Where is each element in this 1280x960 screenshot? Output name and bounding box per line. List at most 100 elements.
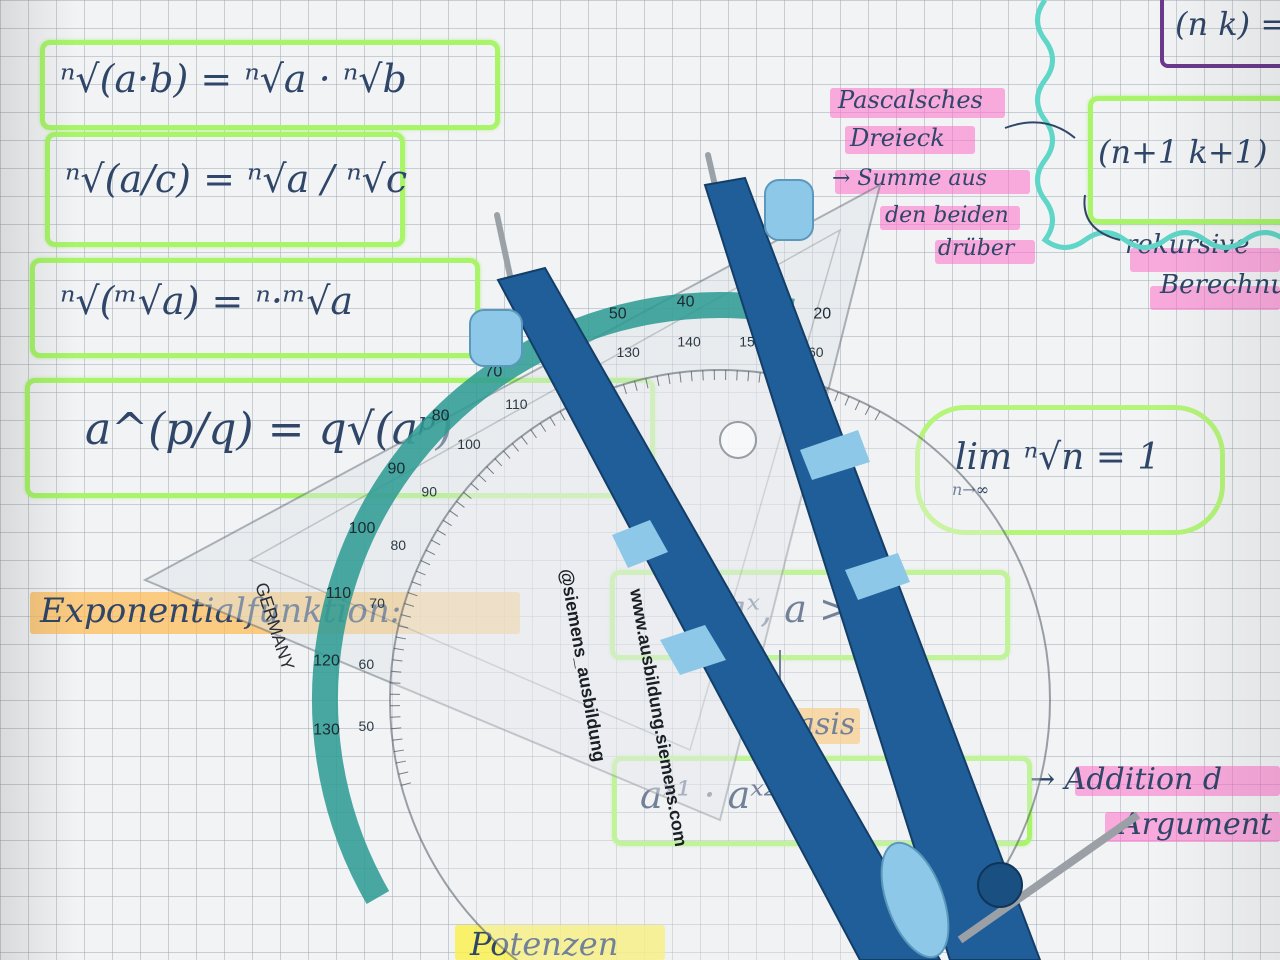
protractor-tick bbox=[407, 592, 418, 597]
binom-recursive: (n+1 k+1) = (n k bbox=[1098, 133, 1280, 171]
pascal-line-3: → Summe aus bbox=[832, 166, 987, 191]
argument-note: Argument bbox=[1120, 807, 1273, 842]
angle-label-outer: 50 bbox=[609, 305, 627, 322]
protractor-tick bbox=[864, 405, 871, 416]
limit-formula: lim ⁿ√n = 1 bbox=[955, 437, 1161, 478]
protractor-tick bbox=[486, 466, 495, 475]
angle-label-outer: 120 bbox=[313, 653, 340, 670]
exp-box bbox=[610, 570, 1010, 660]
binom-recursive-box bbox=[1088, 96, 1280, 224]
protractor-tick bbox=[431, 539, 441, 546]
protractor-tick bbox=[401, 782, 412, 786]
formula-box-4 bbox=[25, 378, 655, 498]
compass-needle-left bbox=[494, 212, 515, 288]
protractor-tick bbox=[411, 581, 422, 586]
protractor-tick bbox=[634, 381, 638, 392]
formula-2: ⁿ√(a/c) = ⁿ√a / ⁿ√c bbox=[65, 157, 408, 201]
formula-3: ⁿ√(ᵐ√a) = ⁿ·ᵐ√a bbox=[60, 279, 354, 323]
protractor-tick bbox=[391, 727, 402, 730]
protractor-tick bbox=[539, 422, 547, 432]
protractor-tick bbox=[391, 670, 402, 673]
addition-formula: aˣ¹ · aˣ² bbox=[640, 776, 779, 814]
rekursive-highlight-2 bbox=[1150, 286, 1280, 310]
protractor-tick bbox=[854, 400, 860, 411]
limit-subscript: n→∞ bbox=[952, 482, 989, 498]
angle-label-outer: 100 bbox=[349, 520, 376, 537]
pascal-highlight-3 bbox=[835, 170, 1030, 194]
protractor-center-hole bbox=[719, 421, 757, 459]
protractor-tick bbox=[395, 636, 406, 640]
angle-label-outer: 20 bbox=[813, 305, 831, 322]
protractor-tick bbox=[747, 371, 750, 382]
protractor-tick bbox=[456, 501, 465, 508]
angle-label-outer: 40 bbox=[677, 294, 695, 311]
angle-label-outer: 130 bbox=[313, 721, 340, 738]
protractor-tick bbox=[398, 625, 409, 629]
protractor-tick bbox=[623, 384, 627, 395]
angle-label-inner: 130 bbox=[616, 344, 640, 360]
protractor-tick bbox=[420, 560, 431, 566]
protractor-tick bbox=[449, 510, 459, 517]
angle-label-outer: 90 bbox=[388, 460, 406, 477]
teal-wave-line bbox=[1035, 0, 1280, 250]
protractor-tick bbox=[511, 443, 520, 452]
angle-label-inner: 100 bbox=[457, 436, 481, 452]
protractor-tick bbox=[758, 372, 761, 383]
protractor-tick bbox=[702, 370, 704, 381]
angle-label-outer: 80 bbox=[432, 408, 450, 425]
protractor-tick bbox=[442, 519, 452, 527]
angle-label-inner: 110 bbox=[505, 396, 528, 412]
protractor-tick bbox=[844, 396, 850, 406]
protractor-tick bbox=[436, 529, 446, 536]
pascal-line-5: drüber bbox=[938, 236, 1015, 261]
addition-highlight bbox=[1075, 766, 1280, 796]
protractor-tick bbox=[521, 436, 528, 445]
protractor-tick bbox=[401, 614, 412, 618]
protractor-tick bbox=[398, 771, 409, 775]
protractor-tick bbox=[559, 411, 566, 421]
angle-label-inner: 90 bbox=[421, 483, 437, 499]
protractor-outer-ring bbox=[312, 292, 1128, 960]
protractor-tick bbox=[494, 458, 503, 467]
protractor-tick bbox=[470, 483, 479, 491]
compass-hinge bbox=[977, 862, 1023, 908]
angle-label-inner: 50 bbox=[359, 718, 375, 734]
protractor-tick bbox=[416, 570, 426, 576]
pascal-highlight-2 bbox=[845, 126, 975, 154]
compass-knob-left bbox=[469, 309, 523, 367]
bottom-highlight bbox=[455, 925, 665, 960]
arrow-rekursive bbox=[1083, 194, 1121, 241]
pascal-line-2: Dreieck bbox=[850, 124, 945, 152]
pascal-highlight-5 bbox=[935, 240, 1035, 264]
protractor-tick bbox=[478, 474, 487, 483]
protractor-tick bbox=[390, 716, 401, 718]
protractor-tick bbox=[463, 491, 472, 500]
protractor-tick bbox=[736, 370, 738, 381]
compass-screw bbox=[957, 811, 1141, 944]
angle-label-inner: 70 bbox=[369, 595, 385, 611]
exp-highlight bbox=[30, 592, 520, 634]
protractor-tick bbox=[392, 659, 403, 662]
angle-label-inner: 140 bbox=[677, 333, 701, 349]
protractor-tick bbox=[834, 391, 839, 402]
protractor-tick bbox=[393, 749, 405, 753]
protractor-tick bbox=[404, 603, 415, 607]
pascal-highlight-4 bbox=[880, 206, 1020, 230]
protractor-tick bbox=[667, 373, 671, 385]
formula-box-3 bbox=[30, 258, 480, 358]
protractor-tick bbox=[392, 738, 403, 741]
compass-wheel bbox=[880, 841, 950, 959]
angle-label-inner: 60 bbox=[359, 656, 375, 672]
protractor-tick bbox=[425, 549, 436, 556]
pascal-line-4: den beiden bbox=[885, 203, 1009, 228]
compass-band-left-2 bbox=[660, 625, 726, 675]
protractor-tick bbox=[874, 411, 881, 421]
compass-knob-right bbox=[764, 179, 814, 241]
protractor-tick bbox=[395, 760, 406, 764]
compass-band-right-2 bbox=[845, 553, 910, 600]
protractor-tick bbox=[549, 416, 556, 426]
limit-cloud bbox=[915, 405, 1225, 535]
arrow-pascal bbox=[1004, 121, 1076, 139]
